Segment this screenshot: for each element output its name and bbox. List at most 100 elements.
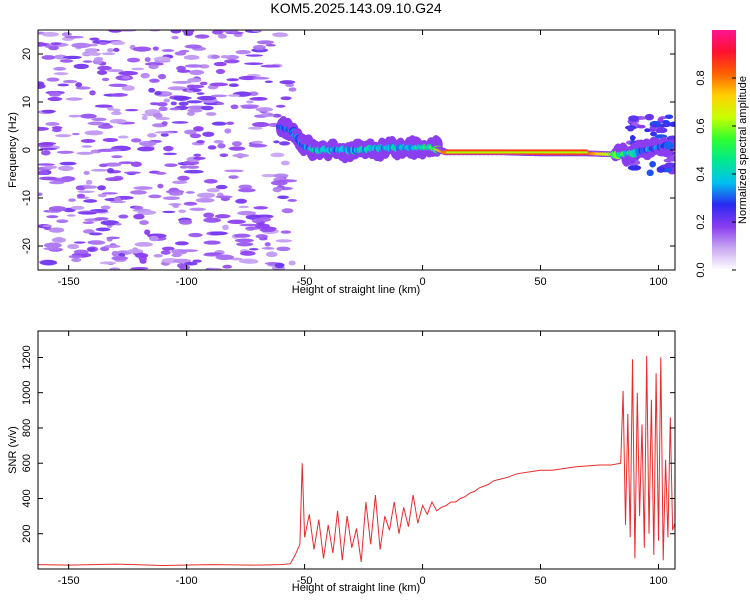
spectrogram-noise-blob	[38, 163, 55, 166]
spectrogram-noise-blob	[234, 238, 254, 243]
spectrogram-noise-blob	[161, 246, 175, 251]
spectrogram-noise-blob	[161, 121, 168, 126]
spectrogram-noise-blob	[82, 229, 95, 234]
spectrogram-noise-blob	[185, 191, 195, 194]
spectrogram-noise-blob	[226, 78, 239, 82]
spectrogram-noise-blob	[644, 128, 651, 133]
spectrogram-noise-blob	[169, 107, 181, 111]
spectrogram-noise-blob	[148, 194, 162, 199]
spectrogram-noise-blob	[130, 138, 142, 143]
spectrogram-noise-blob	[636, 124, 646, 129]
snr-x-tick-label: 100	[649, 575, 667, 587]
colorbar-gradient	[712, 30, 736, 270]
spectrogram-noise-blob	[272, 32, 289, 38]
snr-y-axis: 200 400 600 800 1000 1200	[21, 345, 675, 543]
spectrogram-noise-blob	[75, 82, 83, 88]
spectrogram-noise-blob	[215, 254, 235, 261]
spectrogram-noise-blob	[183, 54, 200, 60]
spectrogram-noise-blob	[211, 121, 227, 126]
spectrogram-noise-blob	[108, 83, 128, 88]
spectrogram-noise-blob	[168, 191, 184, 196]
spectrogram-noise-blob	[279, 80, 296, 85]
spectrogram-noise-blob	[180, 249, 199, 253]
spectrogram-noise-blob	[81, 52, 102, 56]
spectrogram-noise-blob	[149, 78, 160, 83]
spectrogram-noise-blob	[273, 173, 289, 178]
spectrogram-noise-blob	[217, 143, 226, 149]
colorbar-tick-label: 0.6	[695, 118, 707, 133]
spectrogram-noise-blob	[177, 69, 191, 73]
spectrogram-noise-blob	[252, 76, 270, 80]
spectrogram-noise-blob	[148, 87, 156, 93]
spectrogram-noise-blob	[188, 232, 203, 238]
spectrogram-noise-blob	[223, 59, 240, 64]
snr-x-axis: -150 -100 -50 0 50 100	[58, 331, 668, 587]
spectrogram-noise-blob	[245, 54, 263, 57]
snr-y-tick-label: 800	[21, 419, 33, 437]
spectrogram-noise-blob	[97, 65, 112, 71]
spectrogram-noise-blob	[649, 160, 656, 168]
spectrogram-noise-blob	[71, 42, 92, 49]
spectrogram-noise-blob	[260, 64, 281, 68]
spectrogram-noise-blob	[226, 121, 235, 126]
spectrogram-noise-blob	[184, 64, 203, 68]
spectrogram-noise-blob	[66, 214, 76, 217]
spectrogram-noise-blob	[184, 129, 197, 135]
spectrogram-noise-blob	[195, 197, 215, 203]
spectrogram-noise-blob	[38, 192, 43, 197]
spectrogram-noise-blob	[277, 195, 290, 199]
snr-plot-area	[38, 331, 675, 569]
spectrogram-noise-blob	[43, 165, 57, 169]
spectrogram-noise-blob	[664, 162, 675, 169]
spectrogram-noise-blob	[231, 141, 243, 147]
spectrogram-noise-blob	[79, 113, 97, 119]
spectrogram-x-tick-label: 50	[534, 276, 546, 288]
spectrogram-noise-blob	[244, 62, 264, 65]
spectrogram-noise-blob	[84, 130, 104, 136]
spectrogram-noise-blob	[80, 139, 96, 143]
spectrogram-noise-blob	[141, 115, 148, 121]
spectrogram-noise-blob	[134, 252, 149, 259]
spectrogram-noise-blob	[137, 146, 155, 152]
spectrogram-noise-blob	[280, 230, 292, 234]
spectrogram-noise-blob	[131, 67, 145, 71]
spectrogram-noise-blob	[157, 73, 167, 80]
spectrogram-noise-blob	[209, 82, 229, 87]
spectrogram-noise-blob	[189, 133, 202, 139]
spectrogram-noise-blob	[193, 153, 202, 157]
spectrogram-noise-blob	[139, 220, 149, 226]
spectrogram-noise-blob	[183, 261, 198, 266]
spectrogram-noise-blob	[76, 193, 86, 198]
spectrogram-noise-blob	[174, 51, 187, 56]
spectrogram-noise-blob	[168, 203, 182, 206]
spectrogram-noise-blob	[178, 219, 193, 225]
spectrogram-x-tick-label: -50	[297, 276, 313, 288]
spectrogram-noise-blob	[118, 71, 138, 76]
spectrogram-noise-blob	[65, 97, 83, 101]
spectrogram-noise-blob	[123, 171, 141, 174]
spectrogram-noise-blob	[101, 77, 110, 82]
spectrogram-noise-blob	[227, 94, 240, 97]
spectrogram-noise-blob	[125, 108, 139, 112]
spectrogram-noise-blob	[89, 37, 100, 41]
spectrogram-noise-blob	[254, 223, 270, 229]
spectrogram-noise-blob	[129, 190, 147, 195]
snr-y-label: SNR (v/v)	[7, 426, 19, 474]
spectrogram-noise-blob	[61, 32, 73, 37]
spectrogram-noise-blob	[68, 198, 77, 202]
spectrogram-noise-blob	[68, 254, 83, 259]
spectrogram-noise-blob	[174, 241, 189, 246]
spectrogram-noise-blob	[196, 92, 205, 95]
spectrogram-noise-blob	[89, 90, 96, 96]
spectrogram-noise-blob	[54, 134, 72, 138]
spectrogram-noise-blob	[100, 246, 110, 252]
spectrogram-noise-blob	[252, 121, 270, 128]
spectrogram-noise-blob	[203, 212, 215, 218]
spectrogram-noise-blob	[117, 135, 129, 139]
spectrogram-noise-blob	[157, 183, 164, 189]
spectrogram-noise-blob	[97, 69, 108, 76]
spectrogram-noise-blob	[199, 81, 208, 86]
spectrogram-noise-blob	[51, 237, 66, 243]
snr-x-tick-label: 50	[534, 575, 546, 587]
